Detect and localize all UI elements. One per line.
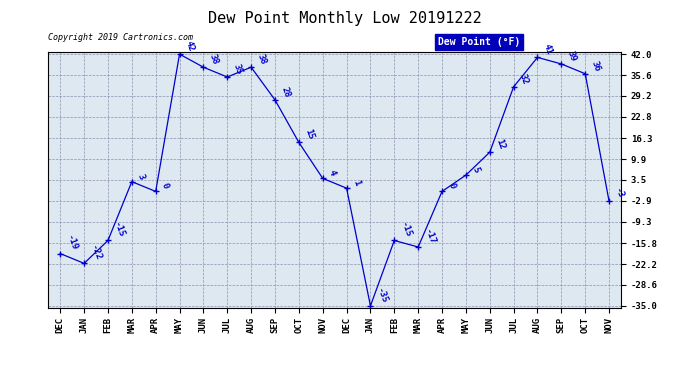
Text: 3: 3 (136, 172, 146, 180)
Text: Dew Point Monthly Low 20191222: Dew Point Monthly Low 20191222 (208, 11, 482, 26)
Text: -15: -15 (112, 221, 126, 239)
Text: -15: -15 (398, 221, 413, 239)
Text: 0: 0 (160, 182, 170, 190)
Text: -17: -17 (422, 227, 436, 246)
Text: -19: -19 (64, 234, 79, 252)
Text: 5: 5 (470, 166, 480, 174)
Text: -3: -3 (613, 187, 625, 200)
Text: 42: 42 (184, 40, 196, 53)
Text: 38: 38 (208, 53, 219, 66)
Text: 38: 38 (255, 53, 268, 66)
Text: 4: 4 (327, 169, 337, 177)
Text: 36: 36 (589, 59, 602, 72)
Text: 1: 1 (351, 178, 361, 187)
Text: Copyright 2019 Cartronics.com: Copyright 2019 Cartronics.com (48, 33, 193, 42)
Text: 39: 39 (566, 50, 578, 63)
Text: 0: 0 (446, 182, 457, 190)
Text: 12: 12 (494, 138, 506, 151)
Text: Dew Point (°F): Dew Point (°F) (437, 38, 520, 47)
Text: -35: -35 (375, 286, 388, 304)
Text: 35: 35 (231, 63, 244, 76)
Text: 15: 15 (303, 128, 315, 141)
Text: 28: 28 (279, 86, 291, 99)
Text: 32: 32 (518, 72, 530, 86)
Text: 41: 41 (542, 43, 554, 56)
Text: -22: -22 (88, 244, 102, 262)
